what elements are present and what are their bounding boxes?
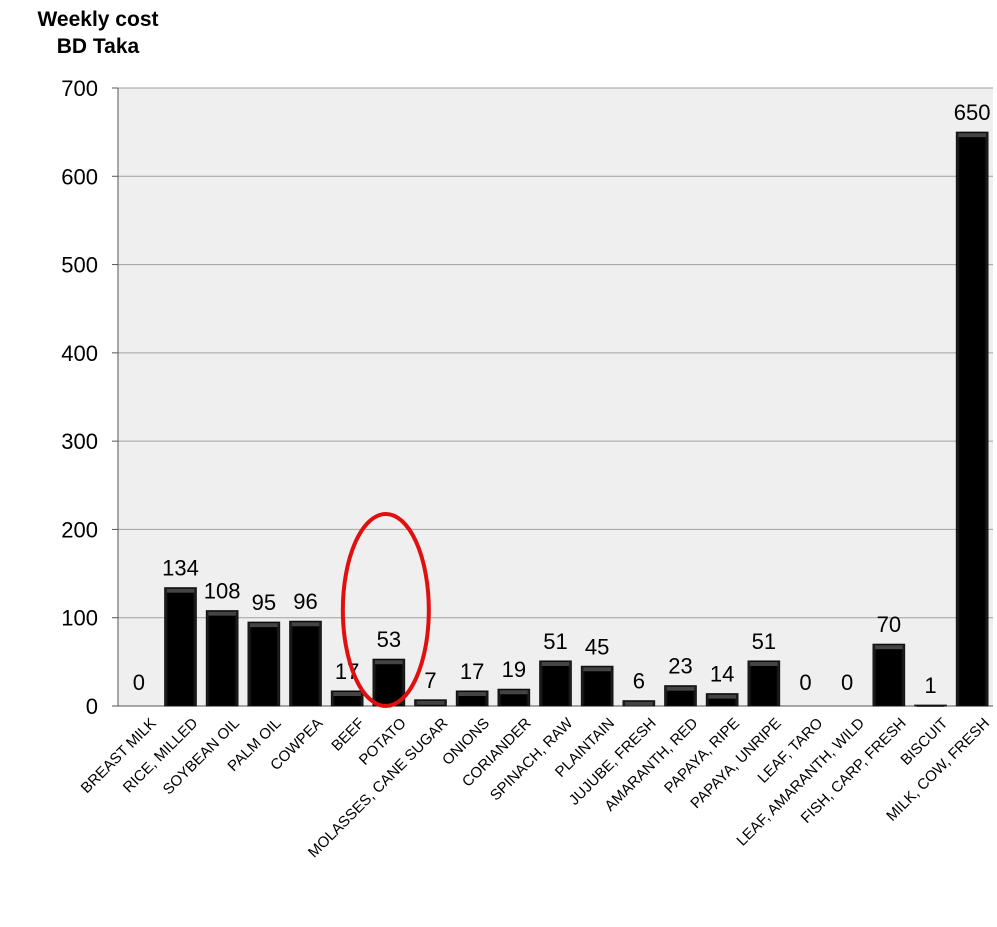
- bar-highlight: [750, 662, 778, 666]
- data-label: 0: [799, 670, 811, 695]
- data-label: 96: [293, 589, 317, 614]
- bar-highlight: [375, 660, 403, 664]
- x-tick-label: BEEF: [328, 715, 368, 755]
- bar-highlight: [542, 662, 570, 666]
- data-label: 53: [377, 627, 401, 652]
- bar-highlight: [958, 133, 986, 137]
- bar-highlight: [208, 612, 236, 616]
- bar: [956, 132, 988, 706]
- data-label: 19: [502, 657, 526, 682]
- data-label: 0: [841, 670, 853, 695]
- bar-highlight: [708, 695, 736, 699]
- bar: [290, 621, 322, 706]
- bar-highlight: [292, 622, 320, 626]
- y-tick-label: 400: [61, 341, 98, 366]
- plot-area: [118, 88, 993, 706]
- bar: [540, 661, 572, 706]
- y-tick-label: 300: [61, 429, 98, 454]
- bar: [248, 622, 280, 706]
- data-label: 108: [204, 579, 241, 604]
- data-label: 1: [924, 673, 936, 698]
- data-label: 650: [954, 100, 991, 125]
- bar: [165, 588, 197, 706]
- bar-highlight: [167, 589, 195, 593]
- y-tick-label: 700: [61, 76, 98, 101]
- y-tick-label: 500: [61, 253, 98, 278]
- data-label: 23: [668, 654, 692, 679]
- bar-highlight: [500, 690, 528, 694]
- data-label: 0: [133, 670, 145, 695]
- bar-highlight: [625, 702, 653, 706]
- bar: [581, 666, 613, 706]
- bar-highlight: [417, 701, 445, 705]
- bar: [915, 705, 947, 706]
- bar: [206, 611, 238, 706]
- data-label: 51: [543, 629, 567, 654]
- bar-highlight: [458, 692, 486, 696]
- data-label: 134: [162, 556, 199, 581]
- data-label: 95: [252, 590, 276, 615]
- bar: [873, 644, 905, 706]
- y-tick-label: 200: [61, 517, 98, 542]
- data-label: 6: [633, 669, 645, 694]
- data-label: 7: [424, 668, 436, 693]
- data-label: 45: [585, 634, 609, 659]
- data-label: 14: [710, 662, 734, 687]
- bar-highlight: [583, 667, 611, 671]
- y-tick-label: 100: [61, 606, 98, 631]
- y-tick-label: 0: [86, 694, 98, 719]
- data-label: 70: [877, 612, 901, 637]
- data-label: 17: [460, 659, 484, 684]
- bar: [748, 661, 780, 706]
- y-tick-label: 600: [61, 164, 98, 189]
- data-label: 51: [752, 629, 776, 654]
- bar-highlight: [250, 623, 278, 627]
- bar-highlight: [667, 687, 695, 691]
- bar-highlight: [875, 645, 903, 649]
- bar-highlight: [333, 692, 361, 696]
- bar-highlight: [917, 706, 945, 707]
